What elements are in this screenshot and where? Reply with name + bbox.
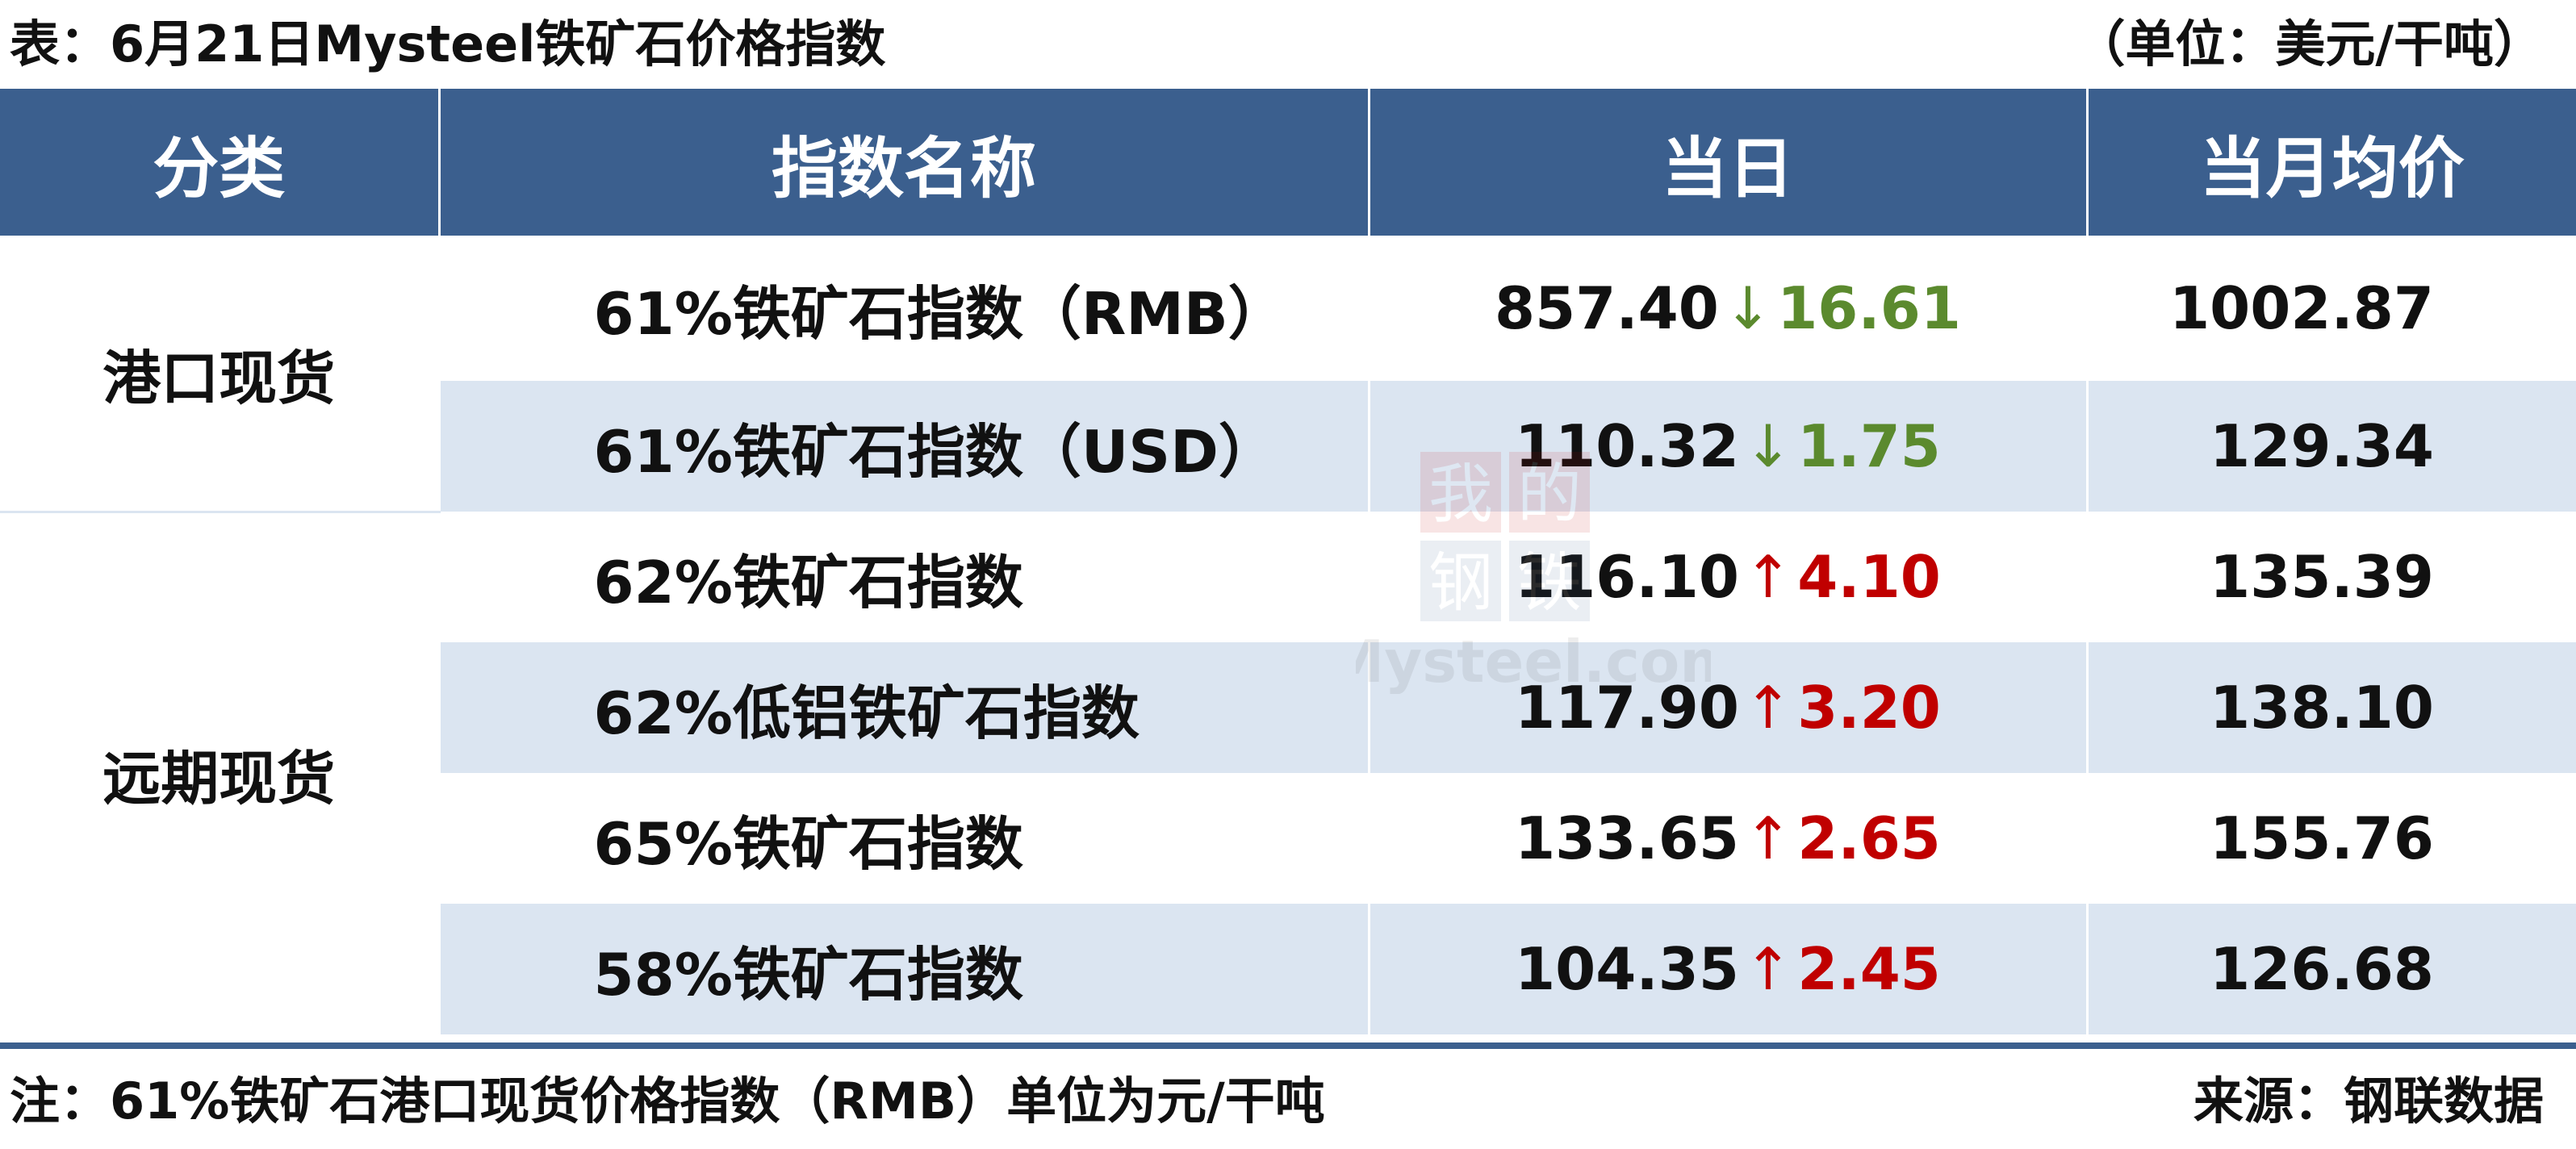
table-row: 65%铁矿石指数 133.65↑2.65 155.76	[0, 773, 2576, 904]
arrow-up-icon: ↑	[1743, 674, 1793, 742]
monthly-avg-cell: 126.68	[2085, 904, 2576, 1034]
monthly-avg-cell: 129.34	[2085, 381, 2576, 512]
index-name-cell: 61%铁矿石指数（USD）	[437, 381, 1369, 512]
today-price: 117.90	[1515, 674, 1739, 742]
today-cell: 133.65↑2.65	[1367, 773, 2087, 904]
unit-label: （单位：美元/干吨）	[2075, 15, 2544, 73]
table-row: 58%铁矿石指数 104.35↑2.45 126.68	[0, 904, 2576, 1034]
index-name-cell: 62%低铝铁矿石指数	[437, 642, 1369, 773]
monthly-avg-cell: 1002.87	[2085, 236, 2576, 381]
header-monthly-avg: 当月均价	[2085, 89, 2576, 236]
change-value: 1.75	[1797, 412, 1941, 480]
table-row: 港口现货 61%铁矿石指数（RMB） 857.40↓16.61 1002.87	[0, 236, 2576, 513]
price-index-table: 分类 指数名称 当日 当月均价 港口现货 61%铁矿石指数（RMB） 857.4…	[0, 89, 2576, 1034]
table-footer: 注：61%铁矿石港口现货价格指数（RMB）单位为元/干吨 来源：钢联数据	[0, 1054, 2576, 1149]
today-price: 116.10	[1515, 543, 1739, 611]
bottom-divider	[0, 1042, 2576, 1049]
monthly-avg-cell: 155.76	[2085, 773, 2576, 904]
today-price: 104.35	[1515, 935, 1739, 1003]
arrow-up-icon: ↑	[1743, 935, 1793, 1003]
arrow-down-icon: ↓	[1743, 412, 1793, 480]
source-label: 来源：钢联数据	[2193, 1072, 2544, 1130]
table-row: 61%铁矿石指数（USD） 110.32↓1.75 129.34	[0, 381, 2576, 512]
monthly-avg-cell: 135.39	[2085, 512, 2576, 642]
change-value: 4.10	[1797, 543, 1941, 611]
table-row: 远期现货 62%铁矿石指数 116.10↑4.10 135.39	[0, 512, 2576, 1034]
today-price: 133.65	[1515, 804, 1739, 872]
change-value: 3.20	[1797, 674, 1941, 742]
table-row: 62%低铝铁矿石指数 117.90↑3.20 138.10	[0, 642, 2576, 773]
arrow-down-icon: ↓	[1723, 274, 1773, 342]
table-body: 港口现货 61%铁矿石指数（RMB） 857.40↓16.61 1002.87 …	[0, 236, 2576, 1034]
today-cell: 857.40↓16.61	[1367, 236, 2087, 381]
index-name-cell: 61%铁矿石指数（RMB）	[437, 236, 1369, 381]
today-cell: 110.32↓1.75	[1367, 381, 2087, 512]
index-name-cell: 65%铁矿石指数	[437, 773, 1369, 904]
change-value: 2.45	[1797, 935, 1941, 1003]
arrow-up-icon: ↑	[1743, 543, 1793, 611]
change-value: 16.61	[1777, 274, 1961, 342]
header-today: 当日	[1367, 89, 2087, 236]
table-header: 分类 指数名称 当日 当月均价	[0, 89, 2576, 236]
category-cell: 港口现货	[0, 236, 439, 513]
today-cell: 116.10↑4.10	[1367, 512, 2087, 642]
header-row: 分类 指数名称 当日 当月均价	[0, 89, 2576, 236]
today-cell: 104.35↑2.45	[1367, 904, 2087, 1034]
change-value: 2.65	[1797, 804, 1941, 872]
monthly-avg-cell: 138.10	[2085, 642, 2576, 773]
category-cell: 远期现货	[0, 512, 439, 1034]
arrow-up-icon: ↑	[1743, 804, 1793, 872]
header-category: 分类	[0, 89, 439, 236]
today-cell: 117.90↑3.20	[1367, 642, 2087, 773]
table-title: 表：6月21日Mysteel铁矿石价格指数	[10, 15, 886, 73]
index-name-cell: 58%铁矿石指数	[437, 904, 1369, 1034]
header-index-name: 指数名称	[437, 89, 1369, 236]
index-name-cell: 62%铁矿石指数	[437, 512, 1369, 642]
footnote: 注：61%铁矿石港口现货价格指数（RMB）单位为元/干吨	[10, 1072, 1325, 1130]
table-caption: 表：6月21日Mysteel铁矿石价格指数 （单位：美元/干吨）	[0, 0, 2576, 89]
today-price: 857.40	[1495, 274, 1719, 342]
today-price: 110.32	[1515, 412, 1739, 480]
